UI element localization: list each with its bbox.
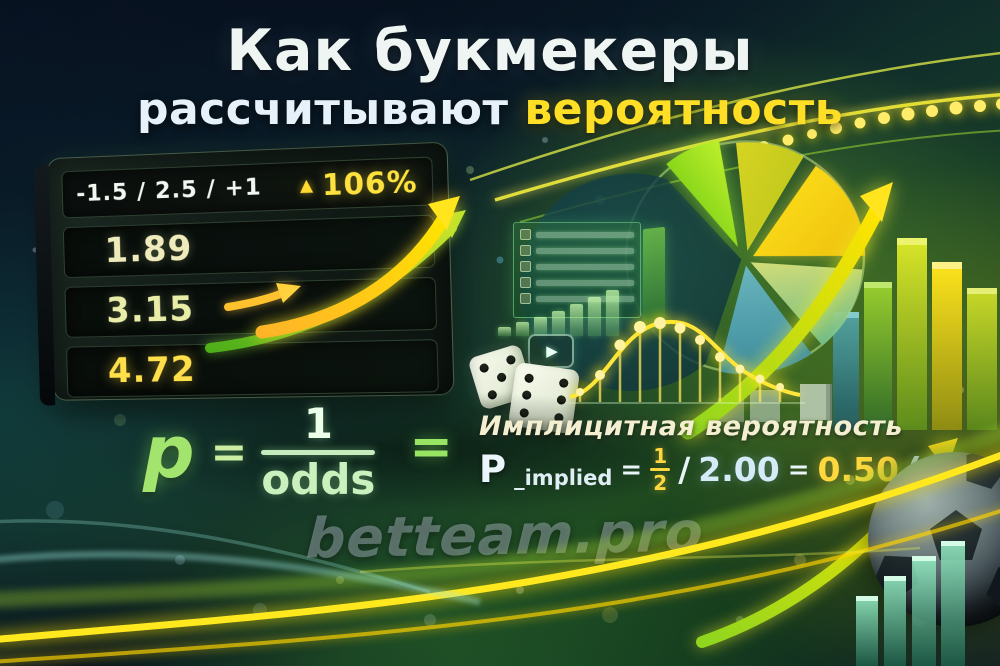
die-pip [524,373,535,384]
mini-bar [534,317,547,336]
handicap-line: -1.5 / 2.5 / +1 [75,174,263,208]
trend-up-icon: ▲ [299,175,314,196]
die-pip [504,353,516,366]
odds-header-row: -1.5 / 2.5 / +1 ▲ 106% [61,156,434,219]
fraction-denominator: odds [261,454,376,504]
formula-p-symbol: p [143,410,195,494]
die-pip [495,371,507,383]
mini-row-text-blur [536,295,634,302]
mini-bar [606,290,619,336]
odds-value: 3.15 [105,289,195,332]
mini-row-text-blur [536,263,634,270]
odds-row: 3.15 [64,276,438,338]
odds-row: 1.89 [62,214,436,279]
title-block: Как букмекеры рассчитывают вероятность [120,18,860,134]
mini-bar-chart [498,288,648,336]
mini-bar [516,322,529,336]
mini-row-icon [520,261,531,272]
mini-data-row [520,260,634,273]
title-line2-yellow: вероятность [524,83,844,135]
title-line-1: Как букмекеры [226,18,754,84]
formula-fraction: 1 odds [261,399,376,504]
calc-odds-value: 2.00 [698,450,780,489]
implied-probability-label: Имплицитная вероятность [478,411,903,442]
calc-equals: = [620,454,643,485]
mini-bar [552,311,565,336]
mini-bar [570,304,583,336]
mini-row-icon [520,293,531,304]
margin-value: 106% [321,164,418,203]
play-button-icon: ▶ [528,334,574,368]
formula-block: p = 1 odds = Имплицитная вероятность P _… [143,392,1000,512]
mini-data-row [520,276,634,289]
calc-result: 0.50 [817,450,899,489]
calc-subscript: _implied [514,466,613,490]
calc-divider: / [678,450,691,489]
calc-half-fraction: 1 2 [650,444,671,495]
half-denominator: 2 [653,471,668,495]
fraction-numerator: 1 [303,399,334,449]
mini-bar [498,327,511,336]
formula-equals-2: = [409,417,453,477]
mini-data-row [520,292,634,305]
half-numerator: 1 [653,444,668,468]
margin-indicator: ▲ 106% [299,164,418,203]
watermark: betteam.pro [304,499,706,571]
mini-row-text-blur [536,247,634,254]
mini-row-icon [520,277,531,288]
play-icon: ▶ [546,341,558,360]
formula-equals-1: = [210,426,248,478]
mini-row-icon [520,229,531,240]
mini-row-text-blur [536,231,634,238]
title-line-2: рассчитывают вероятность [120,85,860,134]
mini-data-row [520,244,634,257]
odds-value: 1.89 [104,228,193,272]
title-line2-white: рассчитывают [136,83,509,135]
mini-data-row [520,228,634,241]
mini-row-text-blur [536,279,634,286]
mini-row-icon [520,245,531,256]
odds-panel: -1.5 / 2.5 / +1 ▲ 106% 1.89 3.15 4.72 [46,141,455,401]
die-pip [477,362,490,374]
calc-p: P [478,448,507,491]
mini-data-panel [513,222,641,318]
calc-equals-2: = [787,454,810,485]
mini-bar [588,297,601,336]
fraction-bar [261,449,376,455]
